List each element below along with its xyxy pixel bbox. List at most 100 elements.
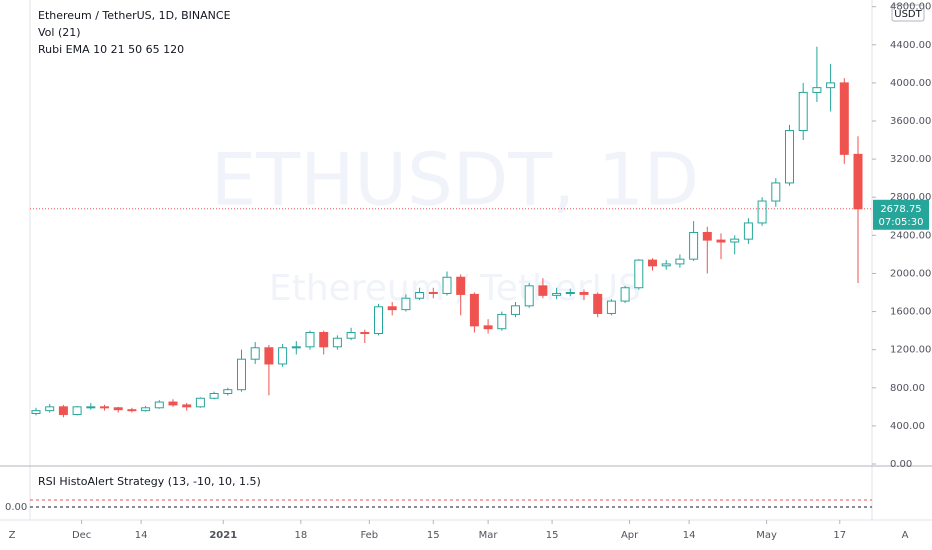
candle-body: [442, 276, 452, 294]
y-tick-label: 2000.00: [890, 268, 931, 279]
y-tick-label: 1600.00: [890, 307, 931, 318]
candle-body: [483, 325, 493, 330]
candle-body: [785, 130, 794, 184]
x-tick-label: 15: [427, 530, 440, 541]
candle-body: [620, 287, 630, 302]
candle-body: [264, 347, 274, 365]
candle-body: [853, 153, 863, 210]
rsi-tick-label: 0.00: [5, 502, 27, 513]
candle-body: [223, 389, 233, 394]
candle-body: [168, 401, 178, 406]
candle-body: [606, 300, 616, 314]
candle-body: [237, 358, 246, 391]
currency-label[interactable]: USDT: [894, 9, 922, 20]
candle-body: [332, 337, 342, 348]
toolbar-button[interactable]: A: [902, 530, 909, 541]
candle-body: [812, 87, 822, 93]
y-tick-label: 2800.00: [890, 192, 931, 203]
candle-body: [45, 406, 55, 412]
candle-body: [689, 231, 699, 260]
candle-body: [524, 285, 534, 307]
x-tick-label: Mar: [479, 530, 499, 541]
candle-body: [511, 305, 520, 315]
candle-body: [72, 406, 82, 415]
x-tick-label: Dec: [72, 530, 91, 541]
y-tick-label: 4400.00: [890, 40, 931, 51]
candle-body: [716, 239, 726, 243]
candle-body: [593, 293, 603, 314]
candle-body: [730, 238, 740, 243]
indicator-label: Rubi EMA 10 21 50 65 120: [38, 43, 184, 56]
x-tick-label: 14: [135, 530, 148, 541]
rsi-title: RSI HistoAlert Strategy (13, -10, 10, 1.…: [38, 475, 261, 488]
watermark-sub: Ethereum / TetherUS: [269, 268, 641, 309]
candle-body: [278, 347, 288, 365]
y-tick-label: 0.00: [890, 459, 912, 470]
x-tick-label: 14: [683, 530, 696, 541]
candle-body: [58, 406, 68, 415]
watermark: ETHUSDT, 1D: [211, 138, 699, 222]
x-tick-label: May: [756, 530, 777, 541]
candle-body: [648, 259, 657, 267]
y-tick-label: 3200.00: [890, 154, 931, 165]
last-price-label: 2678.75: [880, 204, 921, 215]
candle-body: [182, 404, 192, 408]
y-tick-label: 1200.00: [890, 345, 931, 356]
symbol-title: Ethereum / TetherUS, 1D, BINANCE: [38, 9, 231, 22]
candle-body: [250, 347, 260, 360]
candle-body: [579, 292, 589, 295]
candle-body: [305, 332, 315, 348]
candle-body: [826, 82, 836, 89]
candle-body: [552, 292, 562, 296]
candle-body: [360, 332, 370, 335]
candle-body: [661, 263, 671, 267]
candle-body: [154, 401, 164, 409]
candle-body: [100, 406, 109, 409]
x-tick-label: Feb: [360, 530, 378, 541]
candle-body: [675, 258, 685, 265]
candle-body: [346, 332, 356, 339]
x-tick-label: 18: [294, 530, 307, 541]
candle-body: [743, 222, 753, 240]
candle-body: [702, 231, 712, 241]
candle-body: [209, 392, 219, 399]
candle-body: [428, 292, 438, 295]
candle-body: [86, 406, 96, 409]
x-tick-label: 15: [546, 530, 559, 541]
y-tick-label: 2400.00: [890, 230, 931, 241]
indicator-label: Vol (21): [38, 26, 81, 39]
y-tick-label: 4000.00: [890, 78, 931, 89]
y-tick-label: 4800.00: [890, 2, 931, 13]
candle-body: [141, 407, 151, 412]
candle-body: [839, 82, 849, 155]
candle-body: [195, 397, 205, 408]
toolbar-button[interactable]: Z: [9, 530, 16, 541]
candle-body: [291, 346, 301, 349]
candle-body: [113, 407, 123, 411]
candle-body: [31, 410, 41, 415]
y-tick-label: 3600.00: [890, 116, 931, 127]
candle-body: [319, 332, 329, 348]
candle-body: [374, 306, 383, 334]
candle-body: [456, 276, 466, 295]
candle-body: [771, 182, 781, 202]
last-price-box: [873, 199, 929, 230]
currency-box[interactable]: [891, 4, 925, 22]
candle-body: [634, 259, 644, 289]
candle-body: [127, 409, 137, 412]
candle-body: [415, 292, 425, 299]
candle-body: [387, 306, 397, 311]
countdown-label: 07:05:30: [879, 217, 924, 228]
candle-body: [401, 297, 411, 311]
y-tick-label: 400.00: [890, 421, 925, 432]
x-tick-label: 17: [833, 530, 846, 541]
x-tick-label: Apr: [621, 530, 639, 541]
x-tick-label: 2021: [209, 530, 237, 541]
candle-body: [798, 91, 808, 132]
y-tick-label: 800.00: [890, 383, 925, 394]
candle-body: [497, 313, 507, 330]
candle-body: [469, 293, 479, 327]
